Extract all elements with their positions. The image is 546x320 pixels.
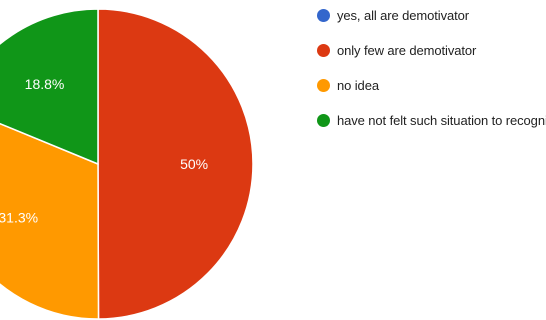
legend-item-not-felt: have not felt such situation to recogniz… xyxy=(317,112,546,128)
pie-label-have-not-felt-such-situation-to-recognize: 18.8% xyxy=(25,76,65,92)
legend-swatch-no-idea xyxy=(317,78,330,92)
legend-item-no-idea: no idea xyxy=(317,77,546,93)
pie-slice-no-idea xyxy=(0,122,100,320)
legend-swatch-not-felt xyxy=(317,113,330,127)
legend-label-only-few: only few are demotivator xyxy=(337,42,477,58)
legend-swatch-only-few xyxy=(317,43,330,57)
legend-label-no-idea: no idea xyxy=(337,77,379,93)
pie-label-only-few-are-demotivator: 50% xyxy=(180,156,208,172)
pie-slice-only-few-are-demotivator xyxy=(97,8,254,320)
legend-item-only-few: only few are demotivator xyxy=(317,42,546,58)
legend: yes, all are demotivator only few are de… xyxy=(317,7,546,147)
pie-label-no-idea: 31.3% xyxy=(0,210,38,226)
legend-swatch-yes-all xyxy=(317,8,330,22)
legend-label-yes-all: yes, all are demotivator xyxy=(337,7,469,23)
legend-label-not-felt: have not felt such situation to recogniz… xyxy=(337,112,546,128)
pie-slice-have-not-felt-such-situation-to-recognize xyxy=(0,8,99,166)
legend-item-yes-all: yes, all are demotivator xyxy=(317,7,546,23)
